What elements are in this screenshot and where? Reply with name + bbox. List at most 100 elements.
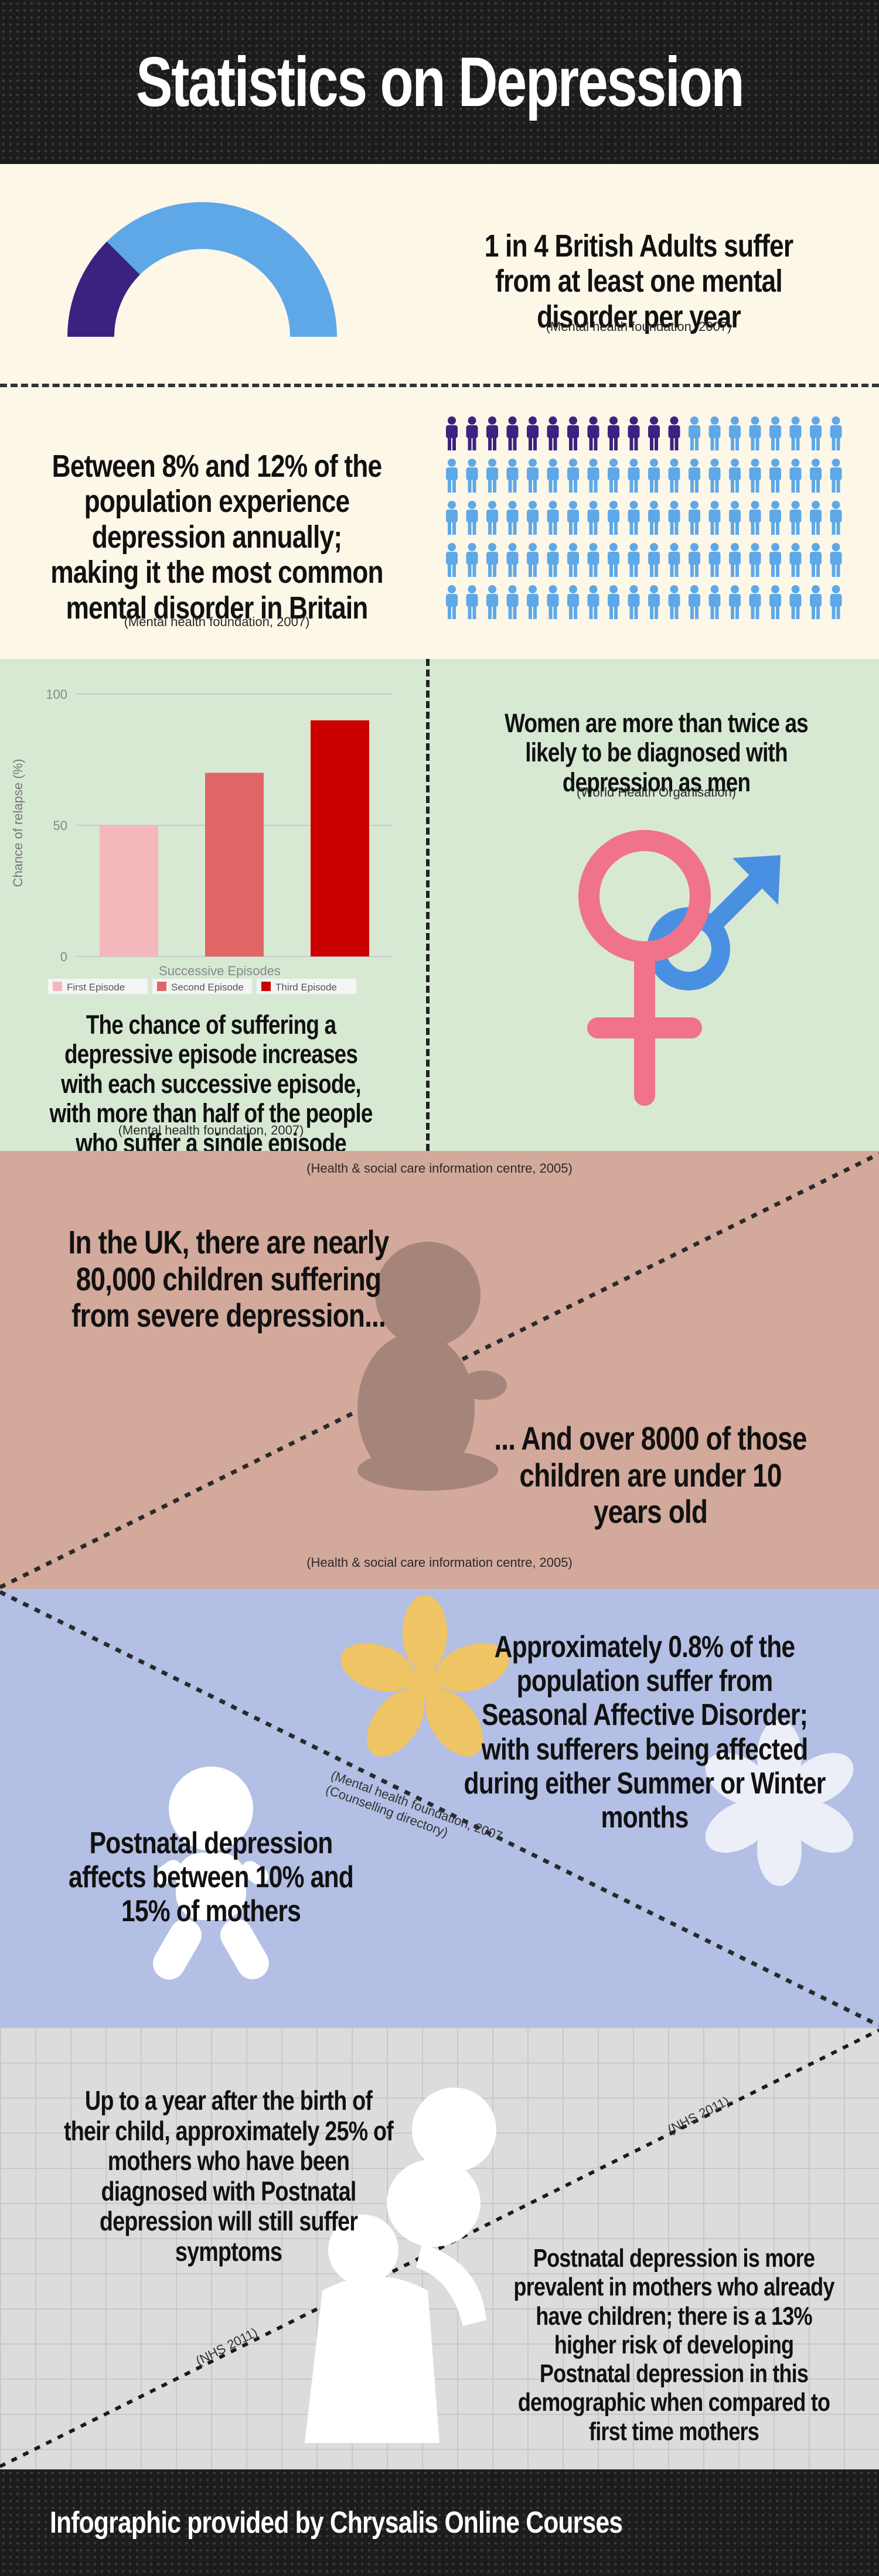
half-donut-gauge: [67, 202, 337, 337]
person-icon: [648, 543, 660, 577]
children-bottom-citation: (Health & social care information centre…: [306, 1555, 573, 1570]
young-children-stat-text: ... And over 8000 of those children are …: [494, 1420, 807, 1530]
person-icon: [810, 585, 822, 619]
person-icon: [608, 585, 619, 619]
person-icon: [446, 543, 458, 577]
chart-legend-item: Third Episode: [257, 979, 356, 994]
person-icon: [567, 501, 579, 535]
person-icon: [789, 416, 802, 450]
person-icon: [708, 416, 721, 450]
person-icon: [769, 543, 781, 577]
person-icon: [506, 585, 519, 619]
person-icon: [830, 543, 842, 577]
postnatal-risk-stat-text: Postnatal depression is more prevalent i…: [513, 2244, 834, 2446]
person-icon: [446, 459, 458, 493]
male-arrow-head: [732, 855, 781, 905]
person-icon: [668, 416, 680, 450]
person-icon: [749, 543, 761, 577]
person-icon: [567, 416, 579, 450]
footer-credit-text: Infographic provided by Chrysalis Online…: [50, 2506, 623, 2540]
section-population-stat: Between 8% and 12% of the population exp…: [0, 384, 879, 659]
person-icon: [789, 585, 802, 619]
person-icon: [628, 543, 640, 577]
person-icon: [708, 585, 721, 619]
person-icon: [466, 416, 478, 450]
person-icon: [648, 585, 660, 619]
gender-stat-citation: (World Health Organisation): [576, 785, 737, 800]
person-icon: [466, 585, 478, 619]
person-icon: [587, 585, 599, 619]
sad-stat-text: Approximately 0.8% of the population suf…: [464, 1630, 826, 1835]
person-icon: [729, 501, 741, 535]
person-icon: [830, 416, 842, 450]
gauge-light-segment: [107, 202, 337, 337]
chart-legend-item: Second Episode: [152, 979, 252, 994]
person-icon: [668, 459, 680, 493]
person-icon: [527, 416, 539, 450]
adults-stat-citation: (Mental health foundation, 2007): [546, 319, 732, 334]
section-postnatal-details: Up to a year after the birth of their ch…: [0, 2027, 879, 2469]
chart-xlabel: Successive Episodes: [159, 964, 281, 978]
vertical-divider: [426, 659, 430, 1151]
person-icon: [506, 543, 519, 577]
person-icon: [789, 459, 802, 493]
person-icon: [547, 501, 559, 535]
person-icon: [446, 585, 458, 619]
person-icon: [527, 459, 539, 493]
legend-label: First Episode: [67, 982, 125, 993]
person-icon: [749, 501, 761, 535]
person-icon: [689, 585, 700, 619]
relapse-stat-text: The chance of suffering a depressive epi…: [49, 1010, 373, 1151]
legend-swatch: [53, 982, 62, 991]
person-icon: [486, 416, 498, 450]
person-icon: [486, 585, 498, 619]
person-icon: [608, 459, 619, 493]
snowflake-flower-icon: [705, 1720, 854, 1886]
person-icon: [668, 543, 680, 577]
person-icon: [547, 416, 559, 450]
section-adults-stat: 1 in 4 British Adults suffer from at lea…: [0, 164, 879, 384]
person-icon: [547, 543, 559, 577]
baby-silhouette-icon: [153, 1767, 269, 1980]
chart-bar: [205, 773, 264, 956]
person-icon: [729, 585, 741, 619]
chart-bar: [311, 720, 369, 956]
person-icon: [486, 501, 498, 535]
person-icon: [830, 459, 842, 493]
child-silhouette-icon: [357, 1242, 507, 1491]
children-top-citation: (Health & social care information centre…: [306, 1161, 573, 1176]
chart-ylabel: Chance of relapse (%): [12, 759, 25, 887]
person-icon: [547, 459, 559, 493]
person-icon: [708, 501, 721, 535]
chart-ytick-label: 50: [53, 818, 67, 833]
person-icon: [466, 543, 478, 577]
person-icon: [506, 459, 519, 493]
chart-ytick-label: 100: [46, 687, 67, 702]
person-icon: [608, 543, 619, 577]
person-icon: [486, 543, 498, 577]
person-icon: [810, 459, 822, 493]
chart-ytick-label: 0: [60, 949, 67, 964]
person-icon: [506, 416, 519, 450]
section-relapse-and-gender: Chance of relapse (%) Successive Episode…: [0, 659, 879, 1151]
person-icon: [587, 501, 599, 535]
male-symbol-icon: [647, 863, 774, 990]
gender-stat-text: Women are more than twice as likely to b…: [505, 708, 809, 797]
footer: Infographic provided by Chrysalis Online…: [0, 2469, 879, 2576]
page-title: Statistics on Depression: [135, 43, 744, 121]
person-icon: [668, 585, 680, 619]
person-icon: [789, 501, 802, 535]
person-icon: [446, 501, 458, 535]
person-icon: [810, 501, 822, 535]
person-icon: [648, 459, 660, 493]
person-icon: [769, 585, 781, 619]
person-icon: [547, 585, 559, 619]
person-icon: [729, 543, 741, 577]
person-icon: [628, 501, 640, 535]
person-icon: [708, 543, 721, 577]
person-icon: [769, 501, 781, 535]
person-icon: [608, 501, 619, 535]
person-icon: [708, 459, 721, 493]
postnatal-duration-stat-text: Up to a year after the birth of their ch…: [64, 2085, 394, 2267]
person-icon: [527, 501, 539, 535]
